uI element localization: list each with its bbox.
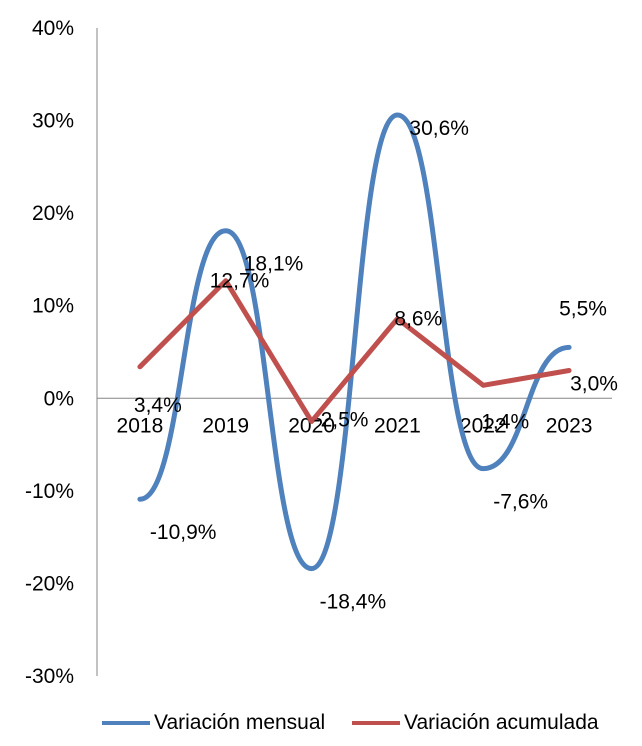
data-label-series-0: -18,4% [320,591,387,614]
y-tick-label: 20% [32,202,74,225]
data-label-series-0: 30,6% [409,117,469,140]
legend-label-acumulada: Variación acumulada [404,711,599,734]
x-category-label: 2020 [288,414,335,437]
legend-label-mensual: Variación mensual [154,711,326,734]
data-label-series-0: -7,6% [493,491,548,514]
y-tick-label: 40% [32,17,74,40]
y-tick-label: -30% [25,665,74,688]
x-category-label: 2023 [546,414,593,437]
chart-legend: Variación mensual Variación acumulada [0,708,642,746]
y-tick-label: 30% [32,110,74,133]
y-tick-label: 10% [32,295,74,318]
y-axis-tick-labels: 40% 30% 20% 10% 0% -10% -20% -30% [25,17,74,688]
x-category-label: 2018 [117,414,164,437]
x-category-label: 2022 [460,414,507,437]
legend-swatch-acumulada [352,721,400,725]
y-tick-label: 0% [44,387,74,410]
x-category-label: 2021 [374,414,421,437]
data-label-series-1: 3,0% [570,373,618,396]
data-label-series-1: 12,7% [210,270,270,293]
data-label-series-0: -10,9% [150,521,217,544]
data-label-series-1: 3,4% [134,394,182,417]
x-axis-category-labels: 2018 2019 2020 2021 2022 2023 [117,414,593,437]
data-label-series-1: 8,6% [394,308,442,331]
legend-swatch-mensual [102,721,150,725]
data-labels: -10,9% 18,1% -18,4% 30,6% -7,6% 5,5% 3,4% 12,7%… [134,117,618,614]
y-tick-label: -10% [25,480,74,503]
series-line-1 [137,278,572,424]
data-label-series-0: 18,1% [244,253,304,276]
line-chart: 40%30%20%10%0%-10%-20%-30% 2018 2019 2020 2… [25,17,618,688]
series-line-0 [137,112,572,572]
x-category-label: 2019 [202,414,249,437]
data-label-series-1: -2,5% [314,408,369,431]
legend-item-acumulada: Variación acumulada [352,708,599,738]
y-tick-label: -20% [25,572,74,595]
legend-item-mensual: Variación mensual [102,708,325,738]
data-label-series-0: 5,5% [559,297,607,320]
data-label-series-1: 1,4% [481,410,529,433]
series-lines [137,112,572,572]
chart-axes [96,28,612,676]
